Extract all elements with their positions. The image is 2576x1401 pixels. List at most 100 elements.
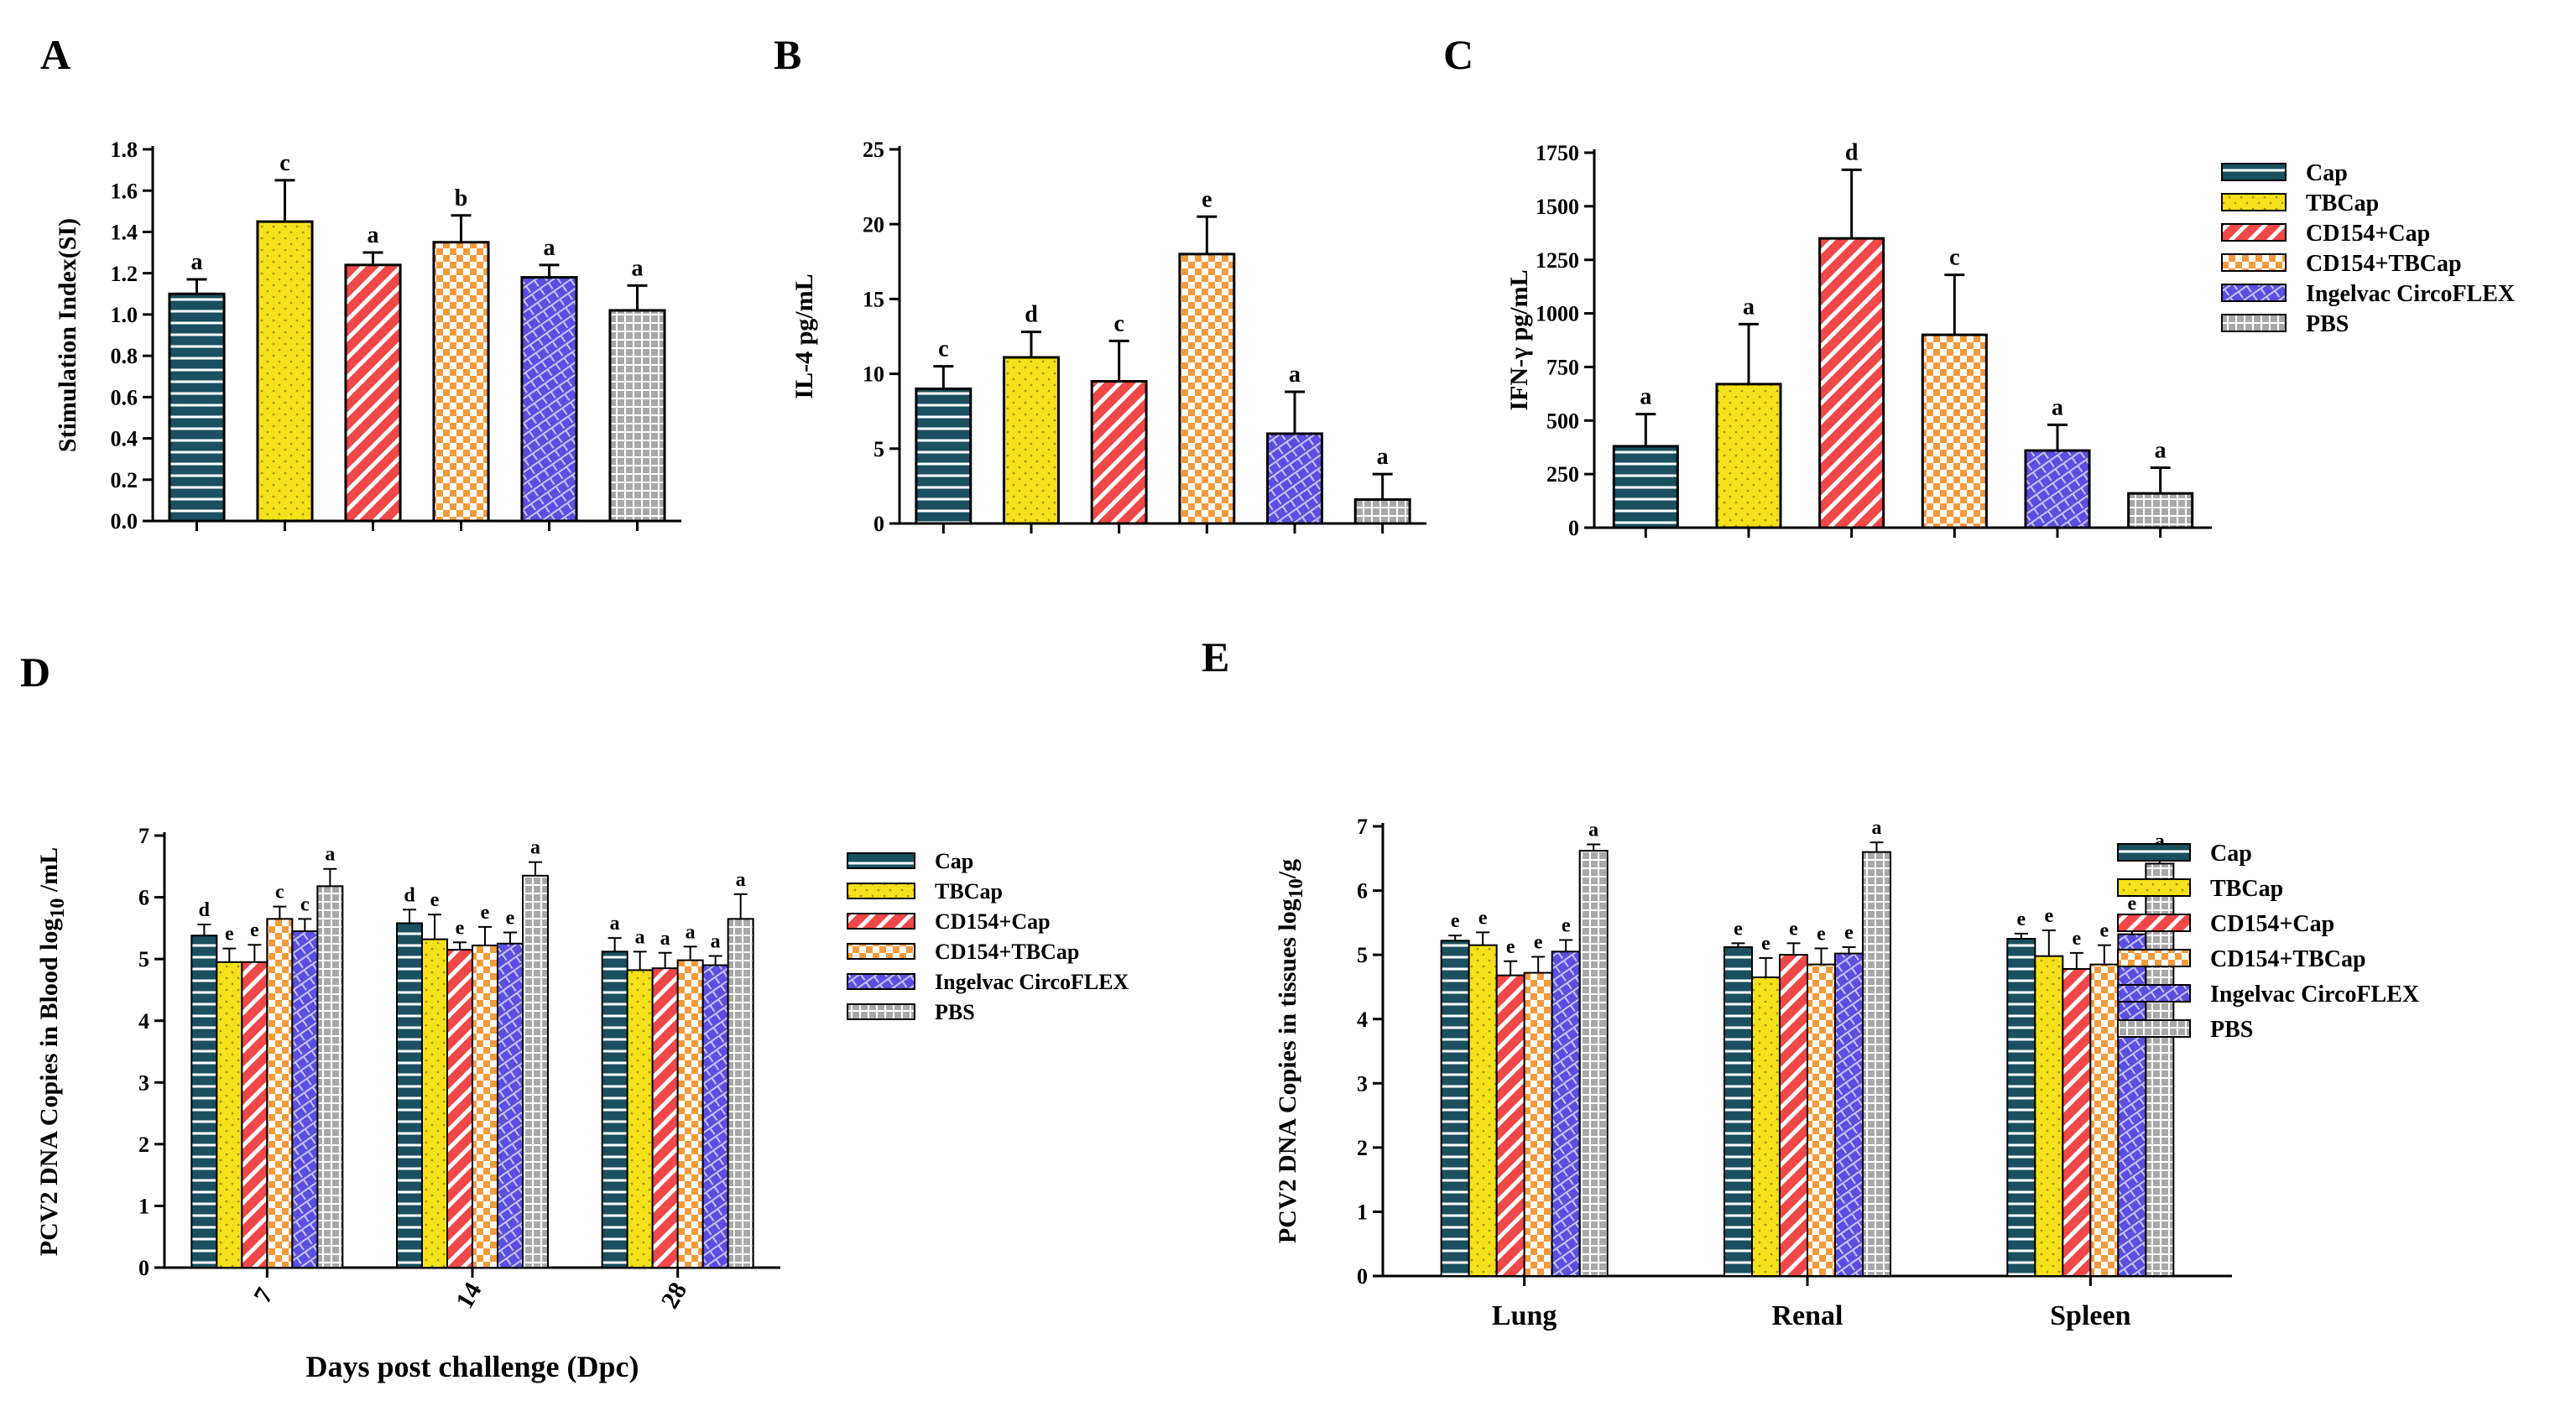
legend-swatch-cd154-tbcap — [2221, 253, 2287, 272]
significance-letter: a — [2052, 394, 2063, 420]
y-tick-label: 500 — [1546, 409, 1579, 433]
significance-letter: d — [404, 884, 415, 906]
bar-pbs-14 — [522, 874, 549, 1268]
bar-pbs-lung — [1578, 850, 1609, 1278]
chart-c: 0 250 500 750 1000 1250 1500 1750 IFN-γ pg/mL a a d… — [1505, 139, 2212, 540]
bar-ingelvac-circoflex — [2024, 449, 2091, 529]
significance-letter: a — [736, 869, 746, 891]
legend-swatch-cap — [2117, 843, 2191, 862]
panel-letter-a: A — [40, 31, 70, 78]
bar-tbcap-14 — [421, 938, 448, 1268]
bar-tbcap — [1715, 383, 1782, 529]
y-tick-label: 1750 — [1536, 141, 1579, 165]
chart-e: 0 1 2 3 4 5 6 7 PCV2 DNA Copies in tissues log10… — [1274, 815, 2232, 1331]
legend-swatch-pbs — [2117, 1019, 2191, 1038]
bar-pbs-renal — [1862, 851, 1891, 1278]
bar-cd154-tbcap-renal — [1807, 963, 1836, 1277]
bar-cd154-cap-renal — [1779, 954, 1808, 1277]
bar-cap-28 — [601, 950, 628, 1269]
chart-b: 0 5 10 15 20 25 IL-4 pg/mL c d c e a a — [790, 138, 1426, 536]
significance-letter: d — [1025, 302, 1038, 328]
y-tick-label: 15 — [863, 288, 884, 312]
legend-swatch-tbcap — [2221, 193, 2287, 211]
significance-letter: a — [1289, 362, 1301, 388]
x-tick-label: 28 — [656, 1278, 693, 1313]
significance-letter: c — [1113, 310, 1124, 336]
significance-letter: e — [1506, 936, 1515, 958]
significance-letter: e — [2073, 928, 2082, 950]
legend-label: Ingelvac CircoFLEX — [2210, 982, 2419, 1008]
y-tick-label: 1.2 — [111, 262, 138, 286]
bar-ingelvac-circoflex — [520, 276, 578, 523]
y-tick-label: 1.0 — [111, 303, 138, 327]
bar-cap — [915, 387, 973, 525]
significance-letter: a — [2155, 437, 2167, 463]
y-tick-label: 0 — [138, 1256, 149, 1280]
significance-letter: a — [191, 249, 203, 275]
y-tick-label: 0.0 — [111, 509, 138, 534]
significance-letter: e — [250, 919, 259, 941]
significance-letter: a — [544, 235, 555, 261]
bar-cap — [168, 292, 226, 523]
bar-tbcap-renal — [1751, 976, 1781, 1277]
x-tick-label: 7 — [248, 1284, 279, 1308]
significance-letter: d — [1845, 139, 1859, 165]
legend-label: CD154+TBCap — [2306, 251, 2462, 277]
y-axis-label: Stimulation Index(SI) — [54, 218, 81, 452]
significance-letter: e — [506, 908, 515, 930]
y-tick-label: 1 — [1357, 1200, 1368, 1225]
significance-letter: c — [279, 150, 289, 176]
bar-pbs — [1353, 497, 1411, 525]
legend-label: CD154+TBCap — [935, 940, 1079, 964]
significance-letter: c — [1949, 245, 1959, 271]
panel-letter-b: B — [774, 31, 801, 78]
y-tick-label: 4 — [1357, 1008, 1368, 1032]
bar-ingelvac-circoflex-renal — [1834, 952, 1864, 1278]
bar-ingelvac-circoflex — [1266, 432, 1323, 525]
bar-tbcap-7 — [216, 961, 243, 1268]
significance-letter: a — [635, 926, 645, 948]
bar-cd154-tbcap — [1178, 253, 1236, 525]
bar-cap — [1612, 445, 1679, 529]
legend-d: Cap TBCap CD154+Cap CD154+TBCap Ingelvac Cir… — [847, 849, 1129, 1024]
bar-cd154-cap-7 — [241, 961, 269, 1268]
legend-swatch-cd154-tbcap — [847, 943, 915, 960]
legend-swatch-ingelvac-circoflex — [2117, 984, 2191, 1003]
bar-cap-renal — [1723, 945, 1753, 1278]
legend-swatch-ingelvac-circoflex — [847, 973, 915, 990]
y-tick-label: 5 — [873, 437, 884, 461]
bar-tbcap — [1003, 356, 1060, 525]
y-axis-label: PCV2 DNA Copies in tissues log10/g — [1274, 859, 1307, 1243]
legend-swatch-cd154-cap — [2117, 914, 2191, 932]
legend-label: TBCap — [2306, 190, 2379, 216]
panel-letter-d: D — [20, 648, 50, 695]
chart-a: 0.0 0.2 0.4 0.6 0.8 1.0 1.2 1.4 1.6 1.8 Stimulatio… — [54, 138, 681, 534]
legend-label: TBCap — [935, 879, 1003, 904]
significance-letter: a — [1640, 384, 1651, 410]
y-tick-label: 0.8 — [111, 344, 138, 368]
legend-label: TBCap — [2210, 876, 2283, 902]
panel-letter-c: C — [1443, 31, 1473, 78]
y-tick-label: 750 — [1546, 356, 1579, 380]
y-tick-label: 1250 — [1536, 248, 1579, 273]
legend-swatch-pbs — [847, 1003, 915, 1020]
y-axis-label: IL-4 pg/mL — [790, 273, 818, 398]
significance-letter: e — [225, 924, 234, 945]
bar-cap-lung — [1440, 940, 1470, 1277]
significance-letter: c — [275, 882, 284, 904]
bar-ingelvac-circoflex-28 — [701, 964, 729, 1268]
bar-cd154-tbcap-7 — [266, 918, 294, 1268]
significance-letter: a — [686, 921, 696, 943]
y-tick-label: 1 — [138, 1195, 149, 1219]
significance-letter: e — [1844, 922, 1854, 944]
bar-ingelvac-circoflex-14 — [497, 942, 524, 1268]
y-axis-label: IFN-γ pg/mL — [1505, 269, 1533, 410]
y-axis-label: PCV2 DNA Copies in Blood log10 /mL — [35, 847, 69, 1256]
y-tick-label: 1.6 — [111, 179, 138, 203]
y-tick-label: 20 — [863, 212, 884, 237]
bar-cd154-tbcap-spleen — [2089, 963, 2120, 1277]
significance-letter: e — [456, 917, 465, 939]
legend-label: Ingelvac CircoFLEX — [2306, 281, 2515, 307]
significance-letter: a — [1588, 819, 1598, 841]
